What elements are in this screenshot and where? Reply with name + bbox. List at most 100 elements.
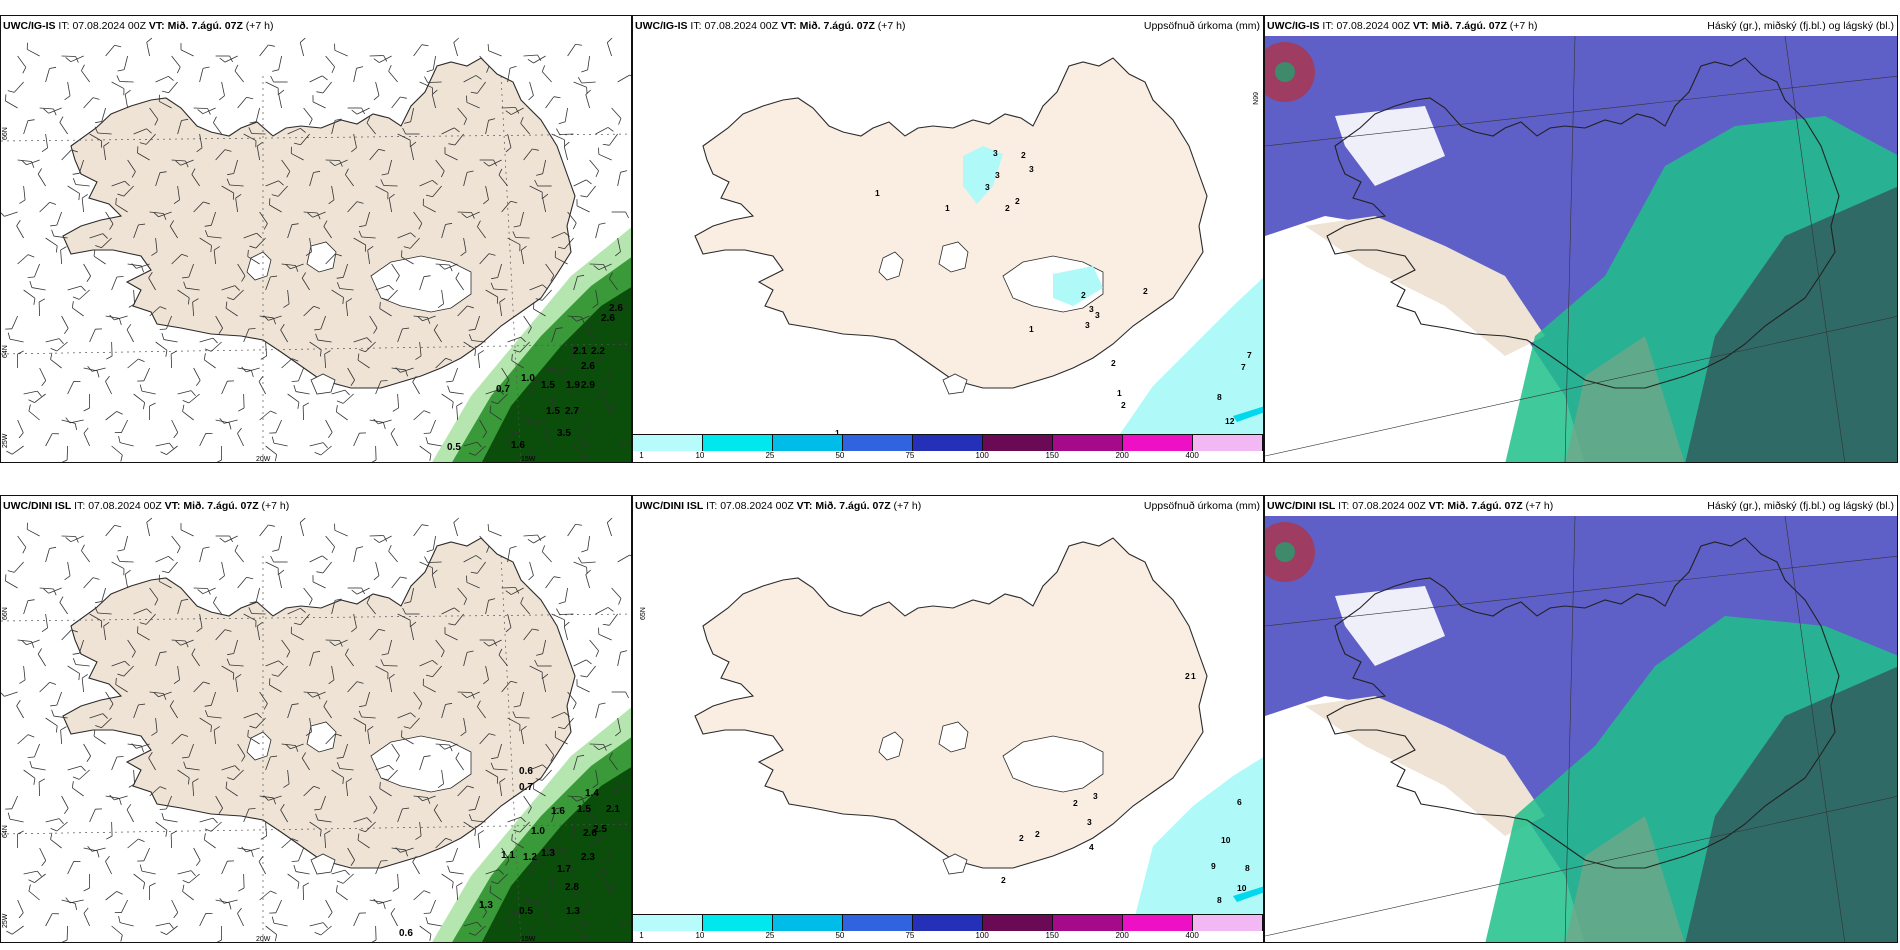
wind-barb [281, 159, 291, 178]
wind-barb [544, 428, 552, 447]
wind-barb [199, 546, 210, 563]
wind-barb [111, 925, 123, 942]
wind-barb [369, 419, 386, 429]
wind-barb [479, 899, 487, 918]
wind-barb [23, 289, 36, 305]
wind-barb [196, 133, 203, 153]
wind-barb [38, 778, 46, 797]
wind-barb [272, 535, 283, 552]
wind-barb [315, 333, 332, 343]
wind-barb [545, 743, 555, 762]
wind-barb [556, 608, 574, 615]
wind-barb [589, 357, 606, 369]
wind-barb [160, 445, 178, 455]
wind-barb [146, 517, 153, 537]
wind-barb [83, 847, 100, 858]
wind-barb [412, 376, 420, 395]
wind-barb [602, 613, 618, 626]
wind-barb [61, 315, 69, 335]
wind-barb [483, 159, 502, 167]
wind-barb [237, 743, 246, 762]
wind-barb [379, 301, 392, 317]
wind-barb [331, 289, 344, 305]
wind-barb [299, 37, 306, 57]
wind-barb [353, 237, 367, 252]
colorbar-swatch [1053, 435, 1123, 451]
wind-barb [105, 375, 112, 395]
wind-barb [529, 379, 542, 395]
wind-barb [501, 680, 518, 693]
wind-barb [109, 794, 128, 801]
wind-barb [513, 211, 525, 228]
wind-barb [397, 327, 410, 343]
wind-value: 2.6 [601, 313, 615, 324]
wind-barb [401, 730, 414, 745]
wind-barb [81, 64, 90, 83]
wind-barb [155, 341, 168, 357]
wind-barb [419, 179, 438, 187]
wind-barb [523, 628, 539, 641]
wind-barb [155, 442, 174, 449]
wind-barb [487, 44, 502, 57]
wind-barb [373, 418, 392, 425]
wind-barb [611, 691, 629, 699]
wind-barb [153, 691, 172, 698]
wind-barb [455, 752, 464, 771]
wind-barb [576, 679, 590, 693]
wind-barb [437, 769, 444, 788]
wind-barb [137, 847, 150, 862]
wind-barb [27, 263, 40, 278]
lat-label: 64N [2, 825, 9, 838]
wind-barb [259, 795, 276, 805]
wind-barb [325, 733, 342, 745]
wind-barb [71, 301, 84, 317]
wind-barb [139, 133, 156, 145]
wind-barb [29, 761, 46, 771]
wind-barb [419, 925, 432, 941]
wind-barb [126, 803, 134, 823]
lon-label: 25W [2, 433, 9, 448]
wind-barb [366, 116, 376, 135]
wind-barb [523, 795, 532, 814]
wind-barb [158, 574, 172, 589]
colorbar-label: 1 [639, 451, 644, 460]
wind-barb [133, 393, 146, 410]
precip-value: 2 [1015, 196, 1020, 206]
wind-barb [381, 159, 393, 176]
map-cloud [1265, 516, 1897, 942]
wind-barb [578, 419, 590, 435]
wind-barb [67, 665, 80, 681]
colorbar-label: 75 [905, 451, 915, 460]
wind-barb [65, 55, 84, 63]
wind-barb [45, 433, 59, 447]
wind-barb [265, 445, 278, 462]
glacier [310, 373, 336, 395]
wind-barb [544, 908, 552, 927]
wind-barb [505, 587, 524, 595]
wind-barb [457, 587, 467, 606]
wind-barb [127, 639, 136, 658]
wind-barb [238, 393, 245, 412]
wind-barb [197, 587, 216, 595]
precip-overlay [432, 707, 631, 942]
wind-barb [237, 847, 254, 857]
wind-barb [336, 873, 354, 884]
wind-value: 1.5 [546, 406, 560, 417]
lat-label: 66N [2, 607, 9, 620]
wind-barb [28, 393, 46, 403]
wind-barb [483, 665, 489, 685]
panel-header: UWC/IG-IS IT: 07.08.2024 00Z VT: Mið. 7.… [3, 20, 274, 32]
iceland-landmass [62, 537, 576, 875]
cloud-layers [1265, 42, 1897, 462]
wind-barb [567, 211, 577, 230]
wind-barb [192, 298, 199, 317]
wind-barb [221, 765, 240, 771]
wind-barb [491, 873, 508, 885]
wind-barb [105, 891, 123, 901]
wind-barb [507, 545, 517, 563]
map-cloud [1265, 36, 1897, 462]
wind-barb [505, 613, 512, 633]
wind-barb [243, 613, 257, 628]
wind-barb [89, 713, 108, 719]
wind-barb [507, 432, 520, 447]
